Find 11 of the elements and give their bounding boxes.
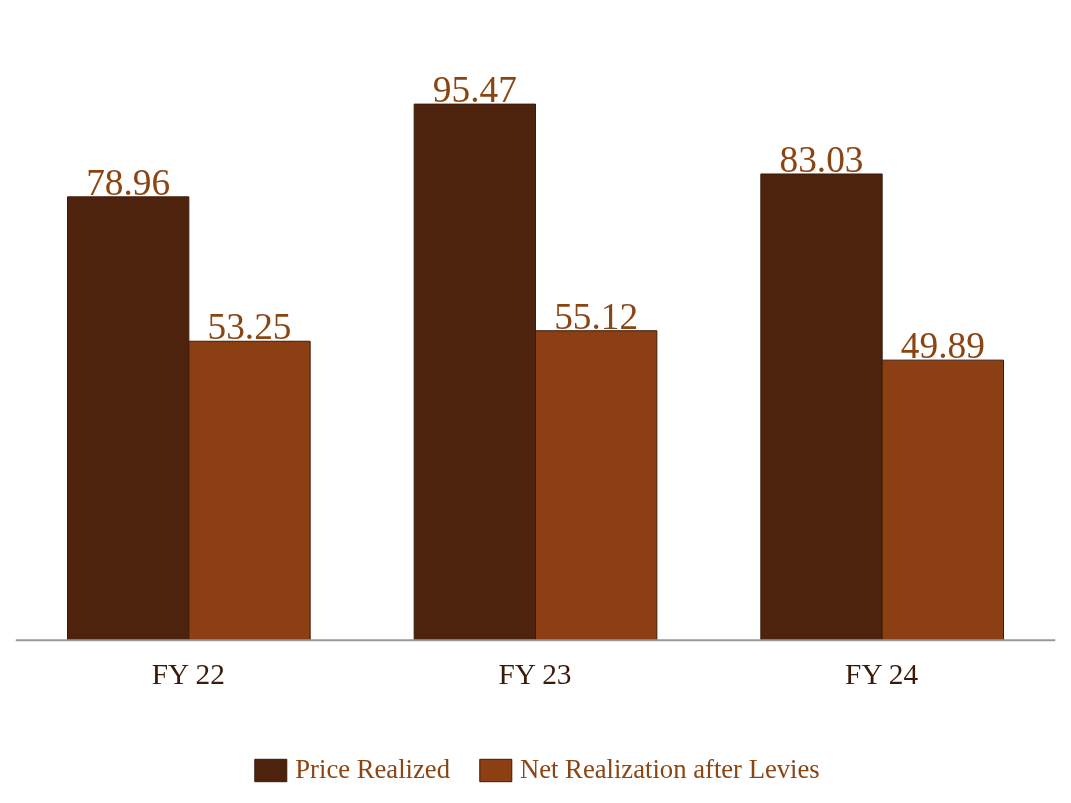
data-label: 53.25 <box>207 306 292 348</box>
x-tick-label: FY 24 <box>845 658 919 691</box>
data-label: 55.12 <box>554 295 639 337</box>
data-label: 95.47 <box>432 69 517 111</box>
data-label: 83.03 <box>779 139 864 180</box>
x-tick-label: FY 23 <box>498 658 572 691</box>
legend-label: Price Realized <box>295 754 450 785</box>
legend-label: Net Realization after Levies <box>519 754 820 785</box>
x-tick-label: FY 22 <box>151 658 225 691</box>
data-label: 49.89 <box>900 325 985 367</box>
data-label: 78.96 <box>86 161 171 203</box>
